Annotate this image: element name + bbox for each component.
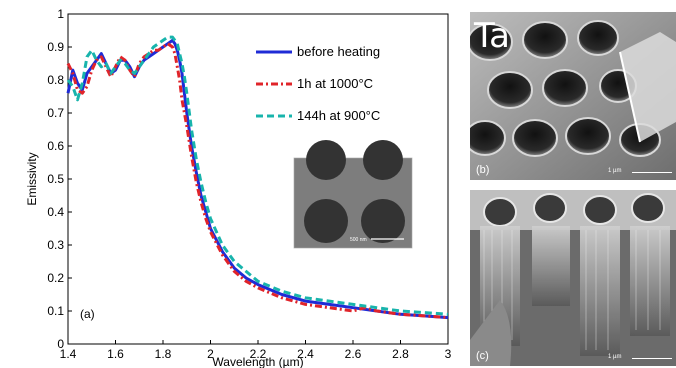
x-tick-label: 2: [207, 347, 214, 361]
legend-label-1h-1000C: 1h at 1000°C: [297, 76, 373, 91]
legend: before heating 1h at 1000°C 144h at 900°…: [256, 44, 380, 123]
y-tick-label: 0.1: [47, 304, 64, 318]
panel-label-a: (a): [80, 307, 95, 321]
y-tick-label: 0.6: [47, 139, 64, 153]
legend-label-144h-900C: 144h at 900°C: [297, 108, 380, 123]
series-line-1: [66, 42, 449, 320]
sem-panel-c: (c) 1 µm: [470, 190, 676, 366]
x-tick-label: 2.4: [297, 347, 314, 361]
inset-scale-label: 500 nm: [350, 237, 367, 243]
scale-label-c: 1 µm: [608, 354, 622, 360]
x-tick-label: 1.4: [60, 347, 77, 361]
x-tick-label: 2.2: [250, 347, 267, 361]
sem-c-image: [470, 190, 676, 366]
panel-label-c: (c): [476, 350, 489, 362]
x-tick-label: 3: [445, 347, 452, 361]
scale-label-b: 1 µm: [608, 168, 622, 174]
x-tick-label: 2.8: [392, 347, 409, 361]
scale-bar-c: [632, 358, 672, 359]
y-tick-label: 0.4: [47, 205, 64, 219]
inset-sem-image: 500 nm: [293, 140, 413, 249]
y-tick-label: 0: [57, 337, 64, 351]
x-axis-ticks: 1.4 1.6 1.8 2 2.2 2.4 2.6 2.8 3: [60, 340, 452, 361]
x-tick-label: 1.6: [107, 347, 124, 361]
material-label: Ta: [474, 16, 510, 56]
panel-label-b: (b): [476, 164, 490, 176]
legend-label-before-heating: before heating: [297, 44, 380, 59]
scale-bar-b: [632, 172, 672, 173]
y-tick-label: 0.9: [47, 40, 64, 54]
y-tick-label: 0.2: [47, 271, 64, 285]
y-tick-label: 0.5: [47, 172, 64, 186]
y-tick-label: 0.3: [47, 238, 64, 252]
y-tick-label: 0.8: [47, 73, 64, 87]
y-axis-ticks: 0 0.1 0.2 0.3 0.4 0.5 0.6 0.7 0.8 0.9 1: [47, 7, 72, 351]
x-tick-label: 1.8: [155, 347, 172, 361]
series-line-2: [66, 35, 449, 316]
plot-area: [67, 13, 449, 345]
y-tick-label: 0.7: [47, 106, 64, 120]
x-axis-label: Wavelength (µm): [212, 355, 303, 368]
y-tick-label: 1: [57, 7, 64, 21]
sem-b-image: [470, 12, 676, 180]
x-tick-label: 2.6: [345, 347, 362, 361]
sem-panel-b: Ta (b) 1 µm: [470, 12, 676, 180]
y-axis-label: Emissivity: [25, 152, 39, 205]
series-layer: [66, 35, 449, 320]
